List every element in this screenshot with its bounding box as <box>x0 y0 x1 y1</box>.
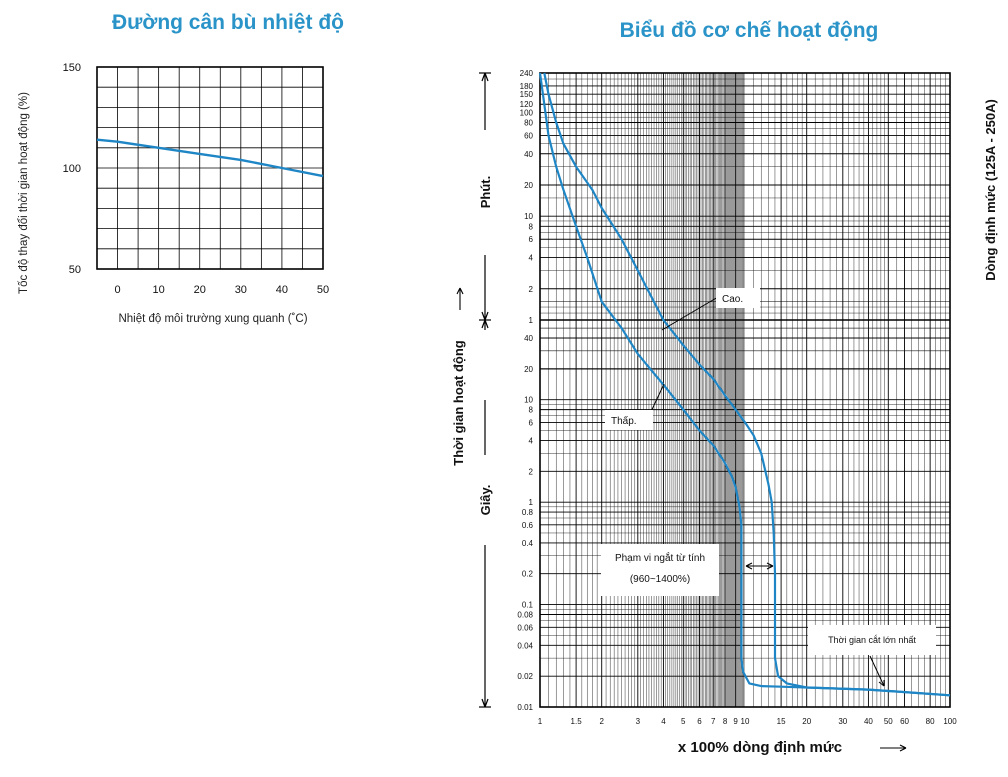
chart2-seconds-label: Giây. <box>478 485 493 516</box>
chart2-y-tick-seconds: 0.4 <box>522 539 534 548</box>
chart1-y-label: Tốc độ thay đổi thời gian hoạt động (%) <box>18 92 30 294</box>
annotation-magnetic-range-line1: Phạm vi ngắt từ tính <box>615 551 705 564</box>
chart2-time-bracket <box>479 72 491 708</box>
annotation-thap-text: Thấp. <box>611 415 637 427</box>
chart1-grid <box>97 67 323 269</box>
chart2-x-tick: 10 <box>741 717 750 726</box>
chart1-y-tick: 100 <box>63 163 81 175</box>
chart2-x-tick: 80 <box>926 717 935 726</box>
chart2-y-tick-seconds: 0.01 <box>517 703 533 712</box>
chart2-y-tick-minutes: 20 <box>524 181 533 190</box>
chart2-x-tick: 1.5 <box>571 717 583 726</box>
chart1-x-ticks: 0 10 20 30 40 50 <box>114 284 329 296</box>
chart2-y-tick-seconds: 6 <box>529 418 534 427</box>
chart1-x-tick: 10 <box>153 284 165 296</box>
annotation-thap: Thấp. <box>605 383 665 430</box>
chart2-x-tick: 8 <box>723 717 728 726</box>
chart1-x-tick: 20 <box>194 284 206 296</box>
series-line-thap <box>538 72 951 697</box>
chart2-y-tick-seconds: 0.8 <box>522 508 534 517</box>
chart2-y-tick-minutes: 1 <box>529 316 534 325</box>
chart2-y-label: Thời gian hoạt động <box>451 340 466 466</box>
chart2-y-tick-minutes: 10 <box>524 212 533 221</box>
chart1-y-ticks: 50 100 150 <box>63 62 81 276</box>
chart2-y-tick-minutes: 8 <box>529 222 534 231</box>
chart2-x-tick: 9 <box>733 717 738 726</box>
chart2-frame <box>539 72 951 708</box>
chart2-y-tick-minutes: 100 <box>520 108 534 117</box>
chart2-x-label-arrow <box>880 744 907 752</box>
annotation-magnetic-range: Phạm vi ngắt từ tính (960~1400%) <box>601 544 774 596</box>
chart2-y-tick-minutes: 120 <box>520 100 534 109</box>
chart2-y-tick-minutes: 4 <box>529 254 534 263</box>
chart2-x-tick: 5 <box>681 717 686 726</box>
chart1-x-tick: 40 <box>276 284 288 296</box>
chart2-y-tick-minutes: 6 <box>529 235 534 244</box>
chart1-x-tick: 50 <box>317 284 329 296</box>
chart2-y-tick-seconds: 4 <box>529 436 534 445</box>
annotation-max-break: Thời gian cắt lớn nhất <box>808 625 936 687</box>
chart1-x-tick: 30 <box>235 284 247 296</box>
chart2-x-tick: 3 <box>636 717 641 726</box>
chart2-x-tick: 30 <box>838 717 847 726</box>
chart2-y-tick-seconds: 0.2 <box>522 570 534 579</box>
annotation-cao: Cao. <box>661 288 760 331</box>
chart2-minutes-label: Phút. <box>478 176 493 209</box>
chart2-side-label: Dòng định mức (125A - 250A) <box>983 99 998 281</box>
chart1-x-tick: 0 <box>114 284 120 296</box>
chart2-y-tick-seconds: 20 <box>524 365 533 374</box>
chart2-x-tick: 40 <box>864 717 873 726</box>
chart2-x-tick: 6 <box>697 717 702 726</box>
chart2-y-tick-minutes: 80 <box>524 119 533 128</box>
chart2-series <box>538 72 951 697</box>
chart2-y-tick-minutes: 240 <box>520 69 534 78</box>
chart2-y-tick-minutes: 150 <box>520 90 534 99</box>
chart2-x-tick: 2 <box>599 717 604 726</box>
chart2-y-tick-seconds: 10 <box>524 396 533 405</box>
chart1-x-label: Nhiệt độ môi trường xung quanh (˚C) <box>118 313 307 325</box>
chart2-y-tick-seconds: 0.6 <box>522 521 534 530</box>
chart2-x-tick: 15 <box>777 717 786 726</box>
chart2-y-tick-seconds: 0.06 <box>517 623 533 632</box>
chart2-x-tick: 7 <box>711 717 716 726</box>
chart2-y-tick-seconds: 0.04 <box>517 641 533 650</box>
chart2-x-label: x 100% dòng định mức <box>678 739 842 756</box>
operating-characteristic-chart: Biểu đồ cơ chế hoạt động 1 1.5 2 3 4 5 6 7 8 9 10 1… <box>451 19 998 756</box>
chart2-y-tick-seconds: 0.08 <box>517 610 533 619</box>
chart2-x-tick: 1 <box>538 717 543 726</box>
annotation-magnetic-range-line2: (960~1400%) <box>630 574 690 585</box>
chart2-x-tick: 100 <box>943 717 957 726</box>
chart1-frame <box>96 66 324 270</box>
chart2-y-label-arrow <box>456 287 464 310</box>
chart1-y-tick: 50 <box>69 264 81 276</box>
chart2-y-tick-seconds: 0.02 <box>517 672 533 681</box>
chart2-grid <box>540 73 950 707</box>
chart2-x-tick: 4 <box>661 717 666 726</box>
chart2-x-ticks: 1 1.5 2 3 4 5 6 7 8 9 10 15 20 30 40 50 60 80 100 <box>538 717 957 726</box>
chart2-x-tick: 60 <box>900 717 909 726</box>
chart1-series-line <box>96 138 324 178</box>
chart2-x-tick: 50 <box>884 717 893 726</box>
chart2-y-tick-seconds: 0.1 <box>522 601 534 610</box>
chart2-y-tick-minutes: 60 <box>524 131 533 140</box>
chart2-y-tick-minutes: 180 <box>520 82 534 91</box>
chart2-y-tick-minutes: 2 <box>529 285 534 294</box>
annotation-cao-text: Cao. <box>722 294 743 305</box>
chart2-y-tick-minutes: 40 <box>524 150 533 159</box>
chart2-y-ticks: 2401801501201008060402010864214020108642… <box>517 69 533 712</box>
chart2-y-tick-seconds: 8 <box>529 406 534 415</box>
chart2-y-tick-seconds: 1 <box>529 498 534 507</box>
chart2-y-tick-seconds: 40 <box>524 334 533 343</box>
chart2-y-tick-seconds: 2 <box>529 467 534 476</box>
series-line-cao <box>543 72 951 697</box>
chart2-x-tick: 20 <box>802 717 811 726</box>
annotation-max-break-text: Thời gian cắt lớn nhất <box>828 635 916 645</box>
chart1-title: Đường cân bù nhiệt độ <box>112 11 344 34</box>
temperature-compensation-chart: Đường cân bù nhiệt độ 0 10 20 30 40 50 50 100 1… <box>18 11 344 325</box>
chart1-y-tick: 150 <box>63 62 81 74</box>
chart2-title: Biểu đồ cơ chế hoạt động <box>620 19 879 42</box>
